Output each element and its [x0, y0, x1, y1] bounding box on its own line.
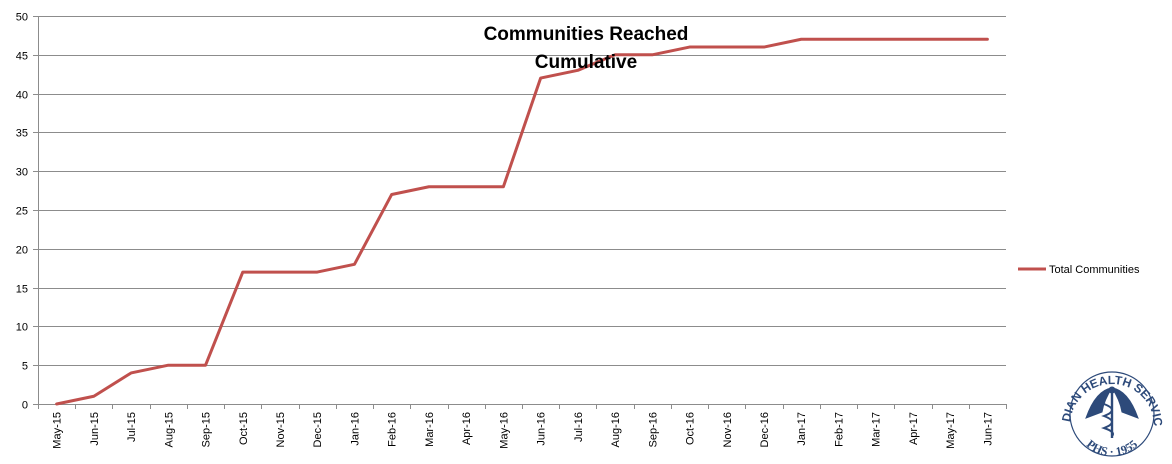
x-tick-label: Oct-15 [238, 412, 250, 445]
x-tick-label: Jun-17 [982, 412, 994, 446]
x-tick-label: Mar-16 [424, 412, 436, 447]
y-axis-tick-labels: 0 5 10 15 20 25 30 35 40 45 50 [16, 12, 28, 412]
chart-title-line: Communities Reached [484, 24, 689, 45]
y-tick-label: 30 [16, 167, 28, 179]
x-tick-label: Sep-16 [647, 412, 659, 447]
x-tick-label: Aug-16 [610, 412, 622, 447]
x-tick-label: Apr-17 [908, 412, 920, 445]
x-tick-label: Feb-17 [833, 412, 845, 447]
x-tick-label: Jul-15 [126, 412, 138, 442]
x-axis-tick-labels: May-15 Jun-15 Jul-15 Aug-15 Sep-15 Oct-15 Nov-… [52, 412, 995, 449]
y-tick-label: 5 [22, 361, 28, 373]
x-tick-label: Jun-16 [536, 412, 548, 446]
x-tick-label: Nov-15 [275, 412, 287, 447]
x-tick-label: Jan-17 [796, 412, 808, 446]
x-tick-label: Aug-15 [163, 412, 175, 447]
x-tick-label: Feb-16 [387, 412, 399, 447]
x-tick-label: Dec-15 [312, 412, 324, 447]
x-tick-label: Nov-16 [722, 412, 734, 447]
x-tick-label: May-16 [498, 412, 510, 449]
x-tick-label: Jul-16 [573, 412, 585, 442]
legend: Total Communities [1018, 264, 1140, 276]
x-tick-label: May-17 [945, 412, 957, 449]
y-tick-label: 45 [16, 51, 28, 63]
series-line-total-communities [55, 37, 989, 406]
axes [33, 16, 1007, 409]
seal-text-top: INDIAN HEALTH SERVICE [1056, 360, 1165, 427]
gridlines [38, 16, 1006, 366]
x-tick-label: Apr-16 [461, 412, 473, 445]
y-tick-label: 10 [16, 322, 28, 334]
series-layer [55, 37, 989, 406]
y-tick-label: 0 [22, 400, 28, 412]
x-tick-label: Dec-16 [759, 412, 771, 447]
ihs-seal-logo: INDIAN HEALTH SERVICE PHS · 1955 [1056, 360, 1165, 459]
x-tick-label: Sep-15 [201, 412, 213, 447]
x-tick-label: Jun-15 [89, 412, 101, 446]
legend-label: Total Communities [1049, 264, 1140, 276]
chart-title: Communities Reached Cumulative [484, 24, 689, 73]
y-tick-label: 15 [16, 284, 28, 296]
y-tick-label: 50 [16, 12, 28, 24]
y-tick-label: 25 [16, 206, 28, 218]
seal-text-bottom: PHS · 1955 [1084, 437, 1140, 459]
x-tick-label: Jan-16 [349, 412, 361, 446]
chart-title-line: Cumulative [535, 52, 637, 73]
y-tick-label: 40 [16, 90, 28, 102]
x-tick-label: Oct-16 [685, 412, 697, 445]
x-tick-label: May-15 [52, 412, 64, 449]
y-tick-label: 35 [16, 128, 28, 140]
caduceus-eagle-icon [1085, 386, 1139, 438]
x-tick-label: Mar-17 [871, 412, 883, 447]
seal-ring [1069, 371, 1155, 457]
y-tick-label: 20 [16, 245, 28, 257]
